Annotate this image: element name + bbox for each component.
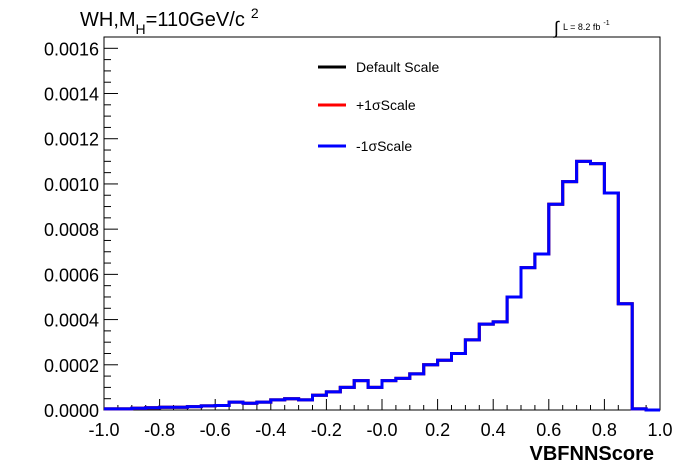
x-tick-label: 0.6 [536, 420, 561, 440]
y-tick-label: 0.0004 [44, 311, 99, 331]
x-tick-label: -0.4 [255, 420, 286, 440]
lumi-integral: ∫ [552, 18, 560, 38]
lumi-text: L = 8.2 fb [563, 22, 600, 32]
legend: Default Scale +1σScale -1σScale [318, 59, 439, 154]
y-tick-label: 0.0000 [44, 401, 99, 421]
series-line-0 [104, 159, 660, 412]
y-tick-label: 0.0012 [44, 130, 99, 150]
y-axis: 0.0000 0.0002 0.0004 0.0006 0.0008 0.0010 0.00… [44, 36, 118, 421]
y-tick-label: 0.0002 [44, 356, 99, 376]
series-group [104, 159, 660, 412]
legend-label-minus1sigma: -1σScale [356, 138, 412, 154]
legend-label-plus1sigma: +1σScale [356, 97, 416, 113]
y-tick-label: 0.0008 [44, 220, 99, 240]
title-subscript: H [136, 21, 146, 37]
title-rest: =110GeV/c [146, 9, 245, 31]
y-tick-label: 0.0010 [44, 175, 99, 195]
x-tick-label: -0.6 [200, 420, 231, 440]
y-tick-label: 0.0014 [44, 85, 99, 105]
legend-label-default: Default Scale [356, 59, 439, 75]
title-superscript: 2 [251, 5, 259, 21]
x-axis: -1.0 -0.8 -0.6 -0.4 -0.2 -0.0 0.2 0.4 0.6 0.8 1.0 [88, 399, 673, 440]
y-tick-label: 0.0006 [44, 265, 99, 285]
chart-title: WH,MH=110GeV/c 2 [80, 5, 259, 37]
lumi-superscript: -1 [603, 20, 609, 27]
x-tick-label: -0.2 [311, 420, 342, 440]
x-tick-label: -0.8 [144, 420, 175, 440]
plot-frame [103, 36, 661, 411]
lumi-label: ∫ L = 8.2 fb -1 [552, 18, 610, 38]
x-tick-label: -1.0 [88, 420, 119, 440]
series-line-2 [104, 159, 660, 412]
x-axis-label: VBFNNScore [530, 443, 654, 465]
x-tick-label: -0.0 [366, 420, 397, 440]
x-tick-label: 0.4 [481, 420, 506, 440]
x-tick-label: 1.0 [647, 420, 672, 440]
series-line-1 [104, 159, 660, 412]
y-tick-label: 0.0016 [44, 39, 99, 59]
x-tick-label: 0.2 [425, 420, 450, 440]
x-tick-label: 0.8 [592, 420, 617, 440]
title-base: WH,M [80, 9, 136, 31]
